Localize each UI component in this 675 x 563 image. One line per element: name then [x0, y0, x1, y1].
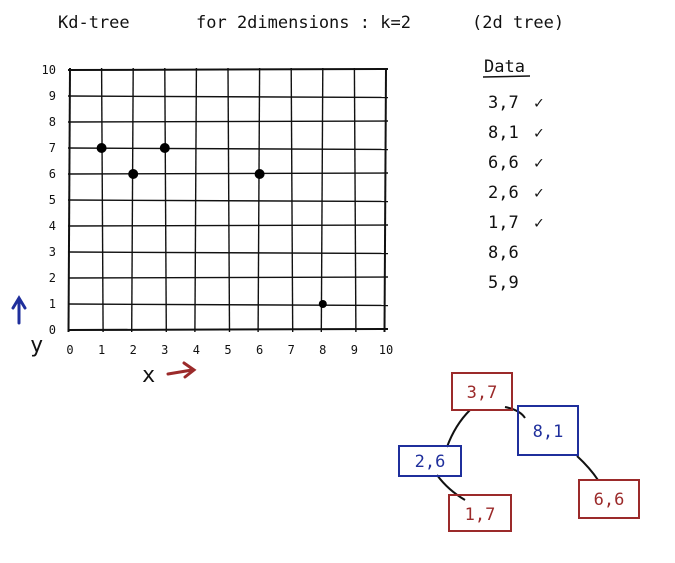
check-icon: ✓: [534, 153, 544, 172]
grid-line-horizontal: [67, 199, 389, 203]
edge-n26-n17: [436, 474, 466, 501]
y-axis-label-group: y: [11, 295, 43, 358]
x-tick-label: 6: [256, 343, 263, 357]
x-tick-label: 1: [98, 343, 105, 357]
x-axis-label-group: x: [142, 361, 197, 388]
node-box: [451, 372, 513, 411]
title-line: Kd-tree for 2dimensions : k=2 (2d tree): [58, 13, 564, 33]
data-item-text: 3,7: [488, 93, 519, 113]
y-arrow-icon: [11, 295, 27, 325]
x-tick-label: 2: [130, 343, 137, 357]
y-tick-label: 10: [42, 63, 56, 77]
title-left: Kd-tree: [58, 13, 130, 33]
grid-line-horizontal: [67, 95, 389, 99]
grid-line-vertical: [227, 67, 231, 333]
data-heading-underline: [482, 75, 531, 78]
node-box: [398, 445, 462, 477]
y-tick-label: 7: [49, 141, 56, 155]
x-tick-label: 10: [379, 343, 393, 357]
data-heading: Data: [484, 57, 525, 77]
node-box: [448, 494, 512, 532]
check-icon: ✓: [534, 93, 544, 112]
x-tick-label: 0: [66, 343, 73, 357]
node-label: 8,1: [533, 422, 564, 442]
edge-n81-n66: [576, 455, 599, 481]
grid-line-horizontal: [67, 224, 389, 227]
node-label: 6,6: [594, 490, 625, 510]
tree-node-n26: 2,6: [398, 445, 462, 477]
x-tick-label: 9: [351, 343, 358, 357]
x-tick-label: 3: [161, 343, 168, 357]
grid-line-vertical: [320, 67, 324, 333]
data-item-text: 8,1: [488, 123, 519, 143]
data-items: 3,7 ✓ 8,1 ✓ 6,6 ✓ 2,6 ✓ 1,7 ✓ 8,6 5,9: [488, 93, 544, 293]
tree-node-n17: 1,7: [448, 494, 512, 532]
check-icon: ✓: [534, 183, 544, 202]
x-arrow-icon: [166, 361, 197, 379]
data-point: [159, 143, 170, 153]
grid-line-vertical: [257, 67, 261, 333]
y-tick-label: 4: [49, 219, 56, 233]
y-tick-label: 3: [49, 245, 56, 259]
y-tick-label: 0: [49, 323, 56, 337]
data-item-text: 6,6: [488, 153, 519, 173]
y-tick-label: 8: [49, 115, 56, 129]
grid-line-horizontal: [67, 251, 389, 255]
node-label: 3,7: [467, 383, 498, 403]
data-item-text: 1,7: [488, 213, 519, 233]
grid-line-horizontal: [67, 120, 389, 123]
data-point: [96, 143, 107, 153]
title-paren: (2d tree): [472, 13, 564, 33]
data-point: [254, 169, 265, 179]
y-tick-label: 1: [49, 297, 56, 311]
grid-line-horizontal: [67, 276, 389, 279]
data-item-text: 8,6: [488, 243, 519, 263]
grid-line-vertical: [353, 67, 357, 333]
grid-line-horizontal: [67, 147, 389, 151]
x-tick-label: 5: [224, 343, 231, 357]
x-tick-label: 7: [288, 343, 295, 357]
tree-node-n66: 6,6: [578, 479, 640, 519]
grid-line-horizontal: [67, 303, 389, 307]
x-axis-label: x: [142, 363, 155, 388]
tree-node-root: 3,7: [451, 372, 513, 411]
x-tick-label: 8: [319, 343, 326, 357]
y-tick-label: 6: [49, 167, 56, 181]
edge-root-n81: [504, 406, 526, 419]
node-box: [578, 479, 640, 519]
y-tick-label: 5: [49, 193, 56, 207]
kd-tree: 3,7 8,1 2,6 1,7 6,6: [398, 372, 640, 532]
x-tick-label: 4: [193, 343, 200, 357]
tree-node-n81: 8,1: [517, 405, 579, 456]
data-item-text: 2,6: [488, 183, 519, 203]
data-point: [128, 169, 139, 179]
edge-root-n26: [446, 409, 471, 448]
grid-line-horizontal: [67, 328, 389, 331]
y-axis-label: y: [30, 333, 43, 358]
title-right: for 2dimensions : k=2: [196, 13, 411, 33]
check-icon: ✓: [534, 123, 544, 142]
data-list: Data 3,7 ✓ 8,1 ✓ 6,6 ✓ 2,6 ✓ 1,7 ✓ 8,6 5,9: [482, 57, 544, 293]
node-label: 1,7: [465, 505, 496, 525]
node-label: 2,6: [415, 452, 446, 472]
y-tick-label: 2: [49, 271, 56, 285]
data-item-text: 5,9: [488, 273, 519, 293]
grid-line-vertical: [290, 67, 294, 333]
grid-line-horizontal: [67, 68, 389, 71]
grid-plot: 0 1 2 3 4 5 6 7 8 9 10 0 1 2 3 4 5 6 7 8 9 10: [42, 63, 394, 357]
grid-line-vertical: [383, 67, 387, 333]
grid-line-horizontal: [67, 172, 389, 175]
node-box: [517, 405, 579, 456]
data-point: [318, 300, 327, 308]
check-icon: ✓: [534, 213, 544, 232]
y-tick-label: 9: [49, 89, 56, 103]
